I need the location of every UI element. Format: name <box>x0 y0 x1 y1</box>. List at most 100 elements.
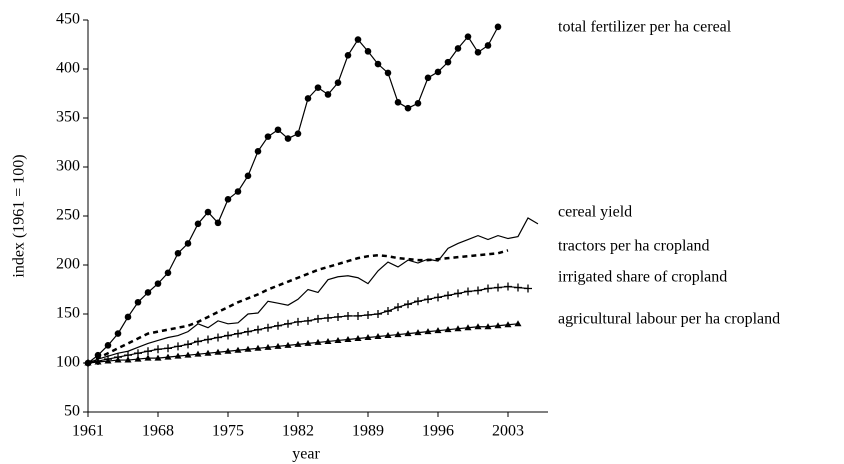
y-tick-label: 200 <box>56 256 80 273</box>
point <box>324 337 332 344</box>
point <box>204 349 212 356</box>
point <box>244 345 252 352</box>
point <box>224 347 232 354</box>
point <box>314 84 322 91</box>
x-tick-label: 2003 <box>492 423 524 440</box>
point <box>364 310 372 319</box>
point <box>514 283 522 292</box>
y-tick-label: 300 <box>56 158 80 175</box>
point <box>284 341 292 348</box>
x-tick-label: 1961 <box>72 423 104 440</box>
point <box>124 356 132 363</box>
point <box>454 289 462 298</box>
point <box>194 220 202 228</box>
x-tick-label: 1996 <box>422 423 454 440</box>
point <box>124 313 132 321</box>
point <box>184 351 192 358</box>
point <box>334 312 342 321</box>
point <box>134 298 142 306</box>
point <box>384 307 392 316</box>
series-line <box>87 323 519 364</box>
point <box>214 333 222 342</box>
point <box>444 326 452 333</box>
point <box>524 284 532 293</box>
point <box>484 323 492 330</box>
point <box>274 342 282 349</box>
point <box>244 172 252 180</box>
point <box>204 335 212 344</box>
point <box>374 60 382 68</box>
point <box>154 345 162 354</box>
point <box>264 323 272 332</box>
point <box>384 332 392 339</box>
point <box>234 188 242 195</box>
y-tick-label: 450 <box>56 11 80 28</box>
point <box>434 68 442 76</box>
point <box>494 322 502 329</box>
point <box>254 148 262 155</box>
point <box>164 269 172 277</box>
x-tick-label: 1975 <box>212 423 244 440</box>
point <box>194 337 202 346</box>
point <box>244 327 252 336</box>
y-tick-label: 400 <box>56 60 80 77</box>
point <box>444 291 452 300</box>
point <box>214 219 222 227</box>
point <box>264 133 272 140</box>
point <box>374 310 382 318</box>
point <box>454 45 462 52</box>
point <box>174 352 182 359</box>
point <box>164 353 172 360</box>
point <box>414 100 422 107</box>
point <box>214 348 222 355</box>
point <box>374 333 382 340</box>
point <box>154 280 162 287</box>
point <box>394 99 402 106</box>
point <box>484 42 492 49</box>
point <box>324 313 332 322</box>
point <box>154 354 162 361</box>
point <box>504 282 512 291</box>
point <box>114 330 122 337</box>
point <box>504 321 512 328</box>
x-tick-label: 1989 <box>352 423 384 440</box>
series-label: irrigated share of cropland <box>558 269 727 286</box>
point <box>364 48 372 55</box>
point <box>434 327 442 334</box>
point <box>144 354 152 361</box>
point <box>324 91 332 98</box>
point <box>264 343 272 350</box>
y-tick-label: 150 <box>56 305 80 322</box>
point <box>334 336 342 343</box>
point <box>474 286 482 295</box>
point <box>274 126 282 134</box>
point <box>424 328 432 335</box>
point <box>414 297 422 306</box>
point <box>394 331 402 338</box>
y-tick-label: 50 <box>64 403 80 420</box>
point <box>434 293 442 302</box>
point <box>364 334 372 341</box>
series-label: tractors per ha cropland <box>558 238 709 255</box>
point <box>464 324 472 331</box>
point <box>254 344 262 351</box>
point <box>384 69 392 77</box>
point <box>304 316 312 325</box>
y-tick-label: 250 <box>56 207 80 224</box>
point <box>464 33 472 40</box>
point <box>454 325 462 332</box>
point <box>334 79 342 87</box>
point <box>354 36 362 43</box>
point <box>304 339 312 346</box>
point <box>344 335 352 342</box>
point <box>204 208 212 216</box>
point <box>444 58 452 66</box>
point <box>494 23 502 31</box>
point <box>94 358 102 365</box>
point <box>484 284 492 293</box>
point <box>424 295 432 304</box>
point <box>464 287 472 296</box>
point <box>274 321 282 330</box>
point <box>514 320 522 327</box>
